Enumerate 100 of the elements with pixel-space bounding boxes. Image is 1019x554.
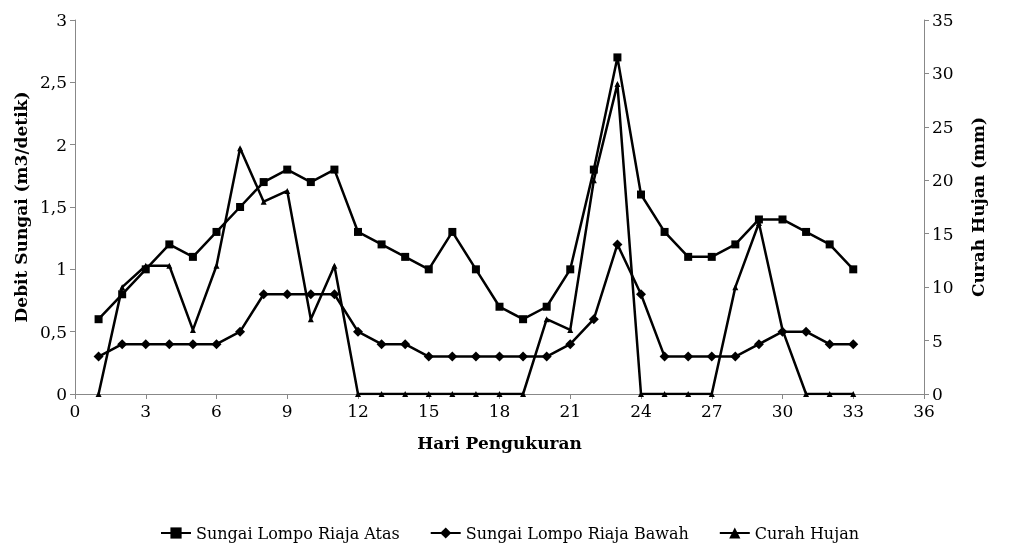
point — [117, 339, 128, 350]
point — [423, 351, 434, 362]
point — [259, 178, 268, 187]
x-tick-label: 0 — [69, 400, 81, 421]
point — [802, 227, 811, 236]
point — [258, 289, 269, 300]
point — [212, 227, 221, 236]
point — [140, 339, 151, 350]
point — [707, 252, 716, 261]
x-tick-label: 21 — [559, 400, 582, 421]
point — [730, 351, 741, 362]
point — [260, 198, 267, 205]
x-tick-label: 30 — [771, 400, 794, 421]
point — [235, 326, 246, 337]
point — [237, 145, 244, 152]
point — [495, 302, 504, 311]
point — [447, 351, 458, 362]
point — [93, 351, 104, 362]
point — [377, 240, 386, 249]
point — [613, 53, 622, 62]
point — [118, 290, 127, 299]
y-tick-label: 0 — [56, 384, 67, 404]
y2-tick-label: 5 — [932, 330, 943, 351]
x-tick-label: 6 — [211, 400, 222, 421]
point — [402, 391, 409, 397]
y2-axis-title: Curah Hujan (mm) — [967, 116, 988, 298]
point — [589, 165, 598, 174]
y-tick-label: 1,5 — [39, 197, 67, 217]
point — [119, 284, 126, 291]
y-tick-label: 2 — [56, 134, 67, 155]
point — [471, 265, 480, 274]
y2-tick-label: 10 — [932, 277, 954, 298]
point — [284, 187, 291, 194]
point — [565, 339, 576, 350]
point — [706, 351, 717, 362]
point — [708, 391, 715, 397]
point — [401, 252, 410, 261]
point — [636, 289, 646, 300]
point — [354, 227, 362, 236]
point — [542, 302, 551, 311]
point — [236, 203, 245, 211]
y-tick-label: 0,5 — [39, 321, 67, 342]
y2-tick-label: 15 — [932, 223, 954, 244]
x-tick-label: 15 — [417, 400, 440, 421]
y2-tick-label: 35 — [932, 10, 954, 30]
y2-tick-label: 20 — [932, 170, 954, 191]
point — [331, 262, 338, 269]
point — [187, 339, 198, 350]
point — [165, 240, 174, 249]
point — [188, 252, 197, 261]
point — [731, 240, 740, 249]
point — [424, 265, 433, 274]
point — [518, 351, 529, 362]
point — [685, 391, 692, 397]
legend-label: Sungai Lompo Riaja Bawah — [465, 523, 689, 543]
point — [541, 351, 552, 362]
point — [683, 351, 694, 362]
point — [732, 284, 739, 291]
x-tick-label: 9 — [281, 400, 293, 421]
point — [94, 315, 103, 324]
x-axis-title: Hari Pengukuran — [417, 432, 582, 453]
point — [166, 262, 173, 269]
y2-tick-label: 0 — [932, 384, 943, 404]
point — [660, 227, 669, 236]
point — [754, 215, 763, 224]
point — [519, 315, 528, 324]
point — [378, 391, 385, 397]
point — [803, 391, 810, 397]
point — [472, 391, 479, 397]
x-tick-label: 27 — [700, 400, 723, 421]
x-tick-label: 18 — [488, 400, 511, 421]
point — [211, 339, 222, 350]
point — [400, 339, 411, 350]
legend-label: Curah Hujan — [754, 523, 859, 543]
point — [825, 240, 834, 249]
point — [637, 190, 645, 199]
point — [661, 391, 668, 397]
point — [567, 326, 574, 333]
y2-tick-label: 25 — [932, 116, 954, 137]
point — [520, 391, 527, 397]
point — [282, 289, 293, 300]
y-tick-label: 2,5 — [39, 72, 67, 93]
y-tick-label: 1 — [56, 259, 67, 280]
point — [95, 391, 102, 397]
point — [659, 351, 670, 362]
x-tick-label: 33 — [842, 400, 865, 421]
point — [612, 239, 623, 250]
point — [306, 178, 315, 187]
point — [566, 265, 575, 274]
point — [425, 391, 432, 397]
legend-label: Sungai Lompo Riaja Atas — [196, 523, 400, 543]
point — [449, 391, 456, 397]
point — [376, 339, 387, 350]
point — [283, 165, 292, 174]
y-tick-label: 3 — [56, 10, 67, 30]
point — [849, 265, 858, 274]
point — [588, 314, 599, 325]
point — [824, 339, 835, 350]
point — [470, 351, 481, 362]
x-tick-label: 24 — [630, 400, 652, 421]
